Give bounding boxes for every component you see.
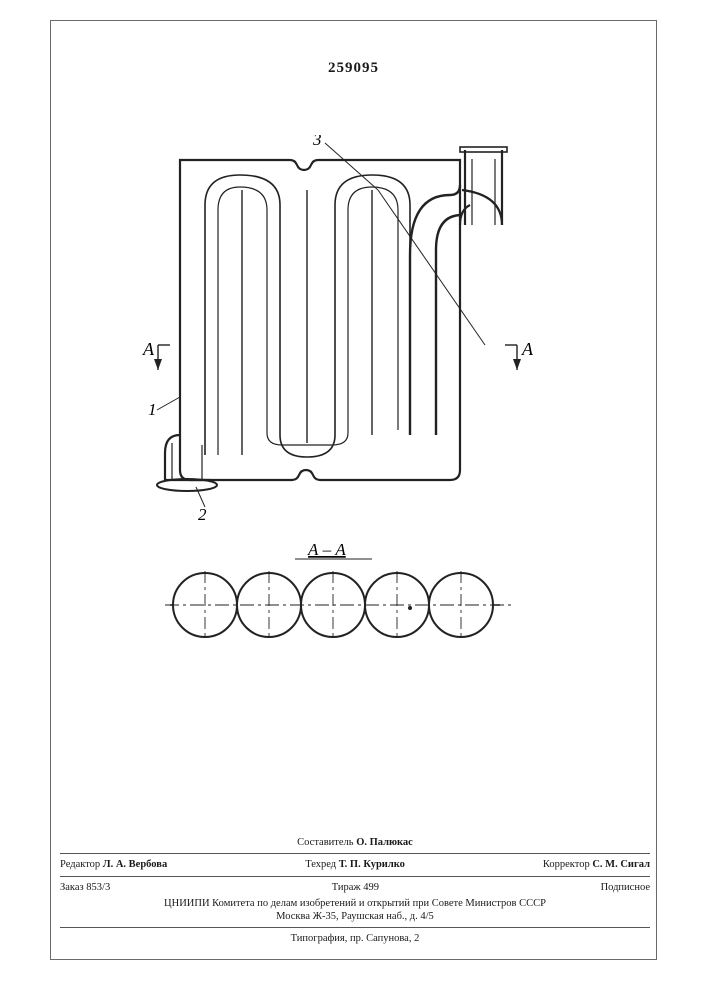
figure-svg: A A 1 2 3 [110, 135, 580, 695]
rule-3 [60, 927, 650, 928]
composed-by-label: Составитель [297, 837, 353, 848]
ref-label-2: 2 [198, 505, 207, 524]
editor-label: Редактор [60, 859, 100, 870]
org-block: ЦНИИПИ Комитета по делам изобретений и о… [60, 897, 650, 923]
tirazh: Тираж 499 [332, 881, 379, 894]
corrector-name: С. М. Сигал [592, 859, 650, 870]
org-line-1: ЦНИИПИ Комитета по делам изобретений и о… [60, 897, 650, 910]
rule-1 [60, 853, 650, 854]
composed-by: Составитель О. Палюкас [60, 836, 650, 849]
org-line-2: Москва Ж-35, Раушская наб., д. 4/5 [60, 910, 650, 923]
section-letter-right: A [521, 339, 534, 359]
colophon: Составитель О. Палюкас Редактор Л. А. Ве… [60, 836, 650, 945]
section-marker-right: A [505, 339, 534, 370]
corrector-label: Корректор [543, 859, 590, 870]
composed-by-name: О. Палюкас [356, 837, 413, 848]
patent-number: 259095 [0, 60, 707, 77]
page-root: 259095 [0, 0, 707, 1000]
section-marker-left: A [142, 339, 170, 370]
techred: Техред Т. П. Курилко [305, 858, 405, 871]
techred-label: Техред [305, 859, 336, 870]
print-row: Заказ 853/3 Тираж 499 Подписное [60, 881, 650, 894]
order-no: Заказ 853/3 [60, 881, 110, 894]
credits-row: Редактор Л. А. Вербова Техред Т. П. Кури… [60, 858, 650, 871]
editor: Редактор Л. А. Вербова [60, 858, 167, 871]
section-letter-left: A [142, 339, 155, 359]
main-view: A A 1 2 3 [142, 135, 534, 524]
technical-figure: A A 1 2 3 [110, 135, 580, 695]
section-view: А – А [165, 540, 515, 639]
ref-label-3: 3 [312, 135, 322, 149]
ref-label-1: 1 [148, 400, 157, 419]
rule-2 [60, 876, 650, 877]
typography-line: Типография, пр. Сапунова, 2 [60, 932, 650, 945]
editor-name: Л. А. Вербова [103, 859, 167, 870]
techred-name: Т. П. Курилко [339, 859, 405, 870]
section-title: А – А [307, 540, 346, 559]
corrector: Корректор С. М. Сигал [543, 858, 650, 871]
podpisnoe: Подписное [601, 881, 650, 894]
